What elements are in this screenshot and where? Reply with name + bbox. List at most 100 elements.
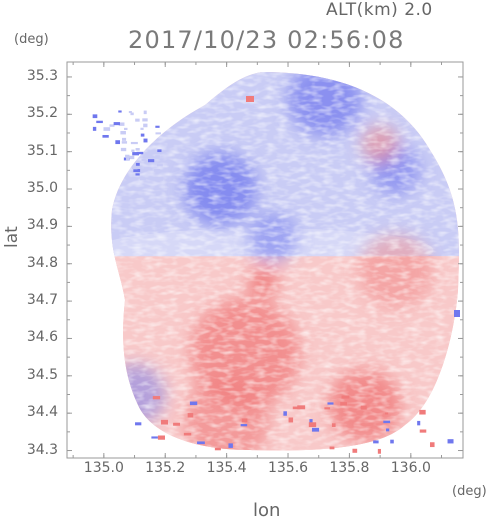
echo-speckle — [143, 110, 147, 115]
echo-speckle — [240, 424, 248, 427]
echo-speckle — [383, 420, 391, 424]
echo-speckle — [130, 141, 138, 145]
echo-speckle — [228, 443, 233, 448]
echo-speckle — [151, 436, 158, 439]
y-tick-label: 34.5 — [26, 366, 58, 383]
altitude-label: ALT(km) 2.0 — [326, 0, 433, 20]
y-tick-label: 34.4 — [26, 404, 58, 421]
echo-speckle — [329, 446, 335, 450]
echo-speckle — [139, 178, 146, 181]
x-axis-label: lon — [253, 500, 281, 521]
echo-speckle — [143, 138, 148, 143]
echo-speckle — [140, 127, 144, 130]
echo-speckle — [143, 154, 148, 158]
echo-speckle — [136, 151, 144, 155]
echo-speckle — [144, 154, 152, 158]
echo-speckle — [130, 112, 134, 116]
echo-speckle — [386, 428, 390, 432]
x-axis-unit: (deg) — [452, 484, 487, 499]
echo-speckle — [214, 447, 221, 451]
plot-frame — [66, 61, 464, 459]
echo-speckle — [148, 159, 155, 163]
x-tick-label: 136.0 — [390, 460, 431, 476]
echo-speckles — [92, 96, 460, 454]
y-tick-label: 35.0 — [26, 180, 58, 197]
x-tick-label: 135.0 — [83, 460, 124, 476]
echo-speckle — [120, 147, 127, 152]
echo-speckle — [125, 154, 130, 158]
echo-speckle — [183, 432, 192, 436]
x-tick-label: 135.8 — [329, 460, 370, 476]
echo-speckle — [327, 402, 334, 405]
echo-speckle — [135, 118, 140, 122]
echo-speckle — [128, 111, 132, 114]
echo-speckle — [118, 122, 125, 126]
y-axis-unit: (deg) — [14, 32, 49, 47]
y-tick-label: 35.1 — [26, 142, 58, 159]
echo-speckle — [133, 169, 141, 173]
echo-speckle — [331, 423, 336, 427]
echo-speckle — [283, 411, 287, 416]
echo-speckle — [135, 148, 140, 151]
echo-speckle — [131, 149, 135, 152]
echo-speckle — [103, 127, 111, 131]
echo-speckle — [419, 429, 427, 433]
echo-speckle — [152, 396, 161, 400]
echo-speckle — [113, 122, 120, 126]
echo-speckle — [155, 125, 160, 128]
echo-speckle — [377, 448, 381, 454]
echo-speckle — [121, 141, 128, 144]
echo-speckle — [140, 133, 145, 137]
echo-speckle — [129, 155, 135, 160]
echo-speckle — [292, 406, 301, 410]
echo-speckle — [173, 422, 181, 426]
echo-speckle — [120, 130, 126, 135]
echo-speckle — [157, 435, 165, 440]
echo-speckle — [145, 152, 151, 155]
echo-speckle — [122, 137, 127, 141]
echo-speckle — [143, 123, 148, 128]
y-tick-label: 34.8 — [26, 254, 58, 271]
x-tick-label: 135.6 — [267, 460, 309, 476]
echo-speckle — [102, 134, 109, 138]
x-tick-label: 135.2 — [145, 460, 186, 476]
echo-speckle — [309, 419, 313, 424]
y-tick-label: 34.7 — [26, 292, 58, 309]
echo-speckle — [417, 420, 421, 426]
echo-speckle — [189, 401, 198, 406]
echo-speckle — [156, 163, 163, 167]
echo-speckle — [131, 165, 138, 170]
echo-speckle — [308, 422, 317, 428]
echo-speckle — [187, 413, 194, 418]
echo-speckle — [454, 310, 460, 317]
echo-speckle — [155, 155, 160, 159]
echo-speckle — [159, 177, 163, 181]
echo-speckle — [109, 124, 115, 127]
y-tick-label: 34.6 — [26, 329, 58, 346]
echo-speckle — [92, 114, 98, 119]
echo-speckle — [157, 149, 162, 153]
texture-overlay — [111, 72, 459, 451]
echo-speckle — [340, 402, 347, 406]
echo-speckle — [118, 110, 122, 113]
echo-speckle — [324, 407, 331, 410]
echo-speckle — [124, 127, 128, 130]
echo-speckle — [373, 440, 379, 444]
echo-speckle — [135, 162, 140, 166]
echo-speckle — [360, 405, 367, 410]
echo-speckle — [135, 422, 142, 426]
echo-speckle — [197, 441, 205, 445]
echo-speckle — [135, 173, 140, 176]
echo-speckle — [141, 158, 146, 162]
echo-speckle — [390, 439, 394, 444]
axis-ticks — [67, 62, 463, 458]
echo-speckle — [160, 419, 169, 425]
echo-speckle — [288, 417, 294, 423]
x-tick-label: 135.4 — [206, 460, 247, 476]
echo-speckle — [115, 140, 121, 145]
y-tick-label: 34.3 — [26, 441, 58, 458]
echo-speckle — [153, 168, 161, 172]
echo-speckle — [142, 118, 148, 122]
echo-speckle — [155, 132, 161, 135]
